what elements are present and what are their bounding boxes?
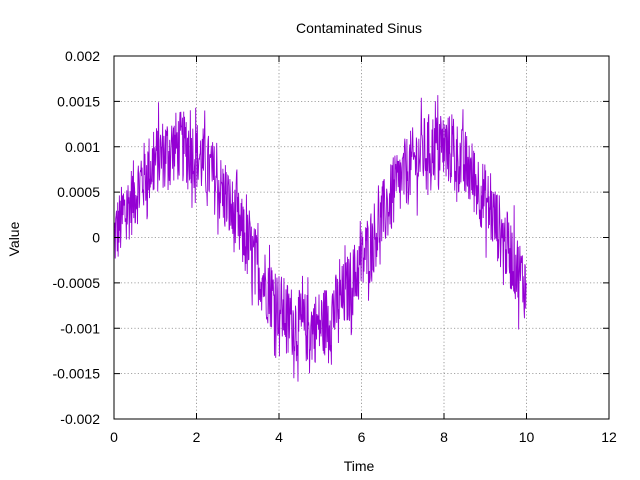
tick-marks: [113, 55, 610, 420]
y-tick-label: 0.0005: [57, 184, 100, 200]
x-tick-label: 2: [193, 429, 201, 445]
y-axis-label: Value: [6, 221, 22, 256]
y-tick-label: -0.0005: [53, 275, 101, 291]
x-tick-label: 0: [110, 429, 118, 445]
series-group: [113, 95, 527, 382]
y-tick-label: 0.0015: [57, 93, 100, 109]
x-tick-label: 4: [275, 429, 283, 445]
x-tick-label: 6: [358, 429, 366, 445]
x-tick-label: 10: [519, 429, 535, 445]
y-tick-label: 0: [92, 230, 100, 246]
chart-title: Contaminated Sinus: [296, 20, 422, 36]
series-line: [113, 95, 527, 382]
x-tick-label: 12: [601, 429, 617, 445]
y-tick-label: -0.002: [60, 411, 100, 427]
y-tick-label: -0.0015: [53, 366, 101, 382]
y-tick-labels: -0.002 -0.0015 -0.001 -0.0005 0 0.0005 0.001 0.…: [53, 48, 101, 427]
x-tick-label: 8: [440, 429, 448, 445]
y-tick-label: 0.002: [65, 48, 100, 64]
y-tick-label: -0.001: [60, 320, 100, 336]
y-tick-label: 0.001: [65, 139, 100, 155]
x-axis-label: Time: [344, 458, 375, 474]
x-tick-labels: 0 2 4 6 8 10 12: [110, 429, 617, 445]
